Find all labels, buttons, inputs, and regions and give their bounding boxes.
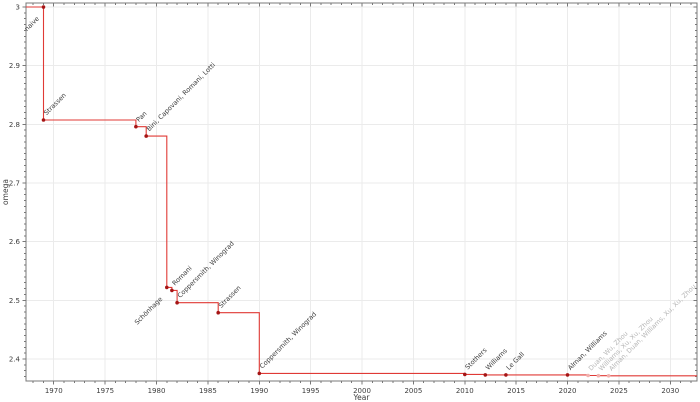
x-tick-label: 1995 xyxy=(302,387,320,395)
x-tick-label: 2030 xyxy=(661,387,679,395)
x-tick-label: 2015 xyxy=(507,387,525,395)
data-point-marker xyxy=(606,374,611,378)
plot-frame xyxy=(25,2,698,382)
data-point-marker xyxy=(134,124,138,129)
data-point-marker xyxy=(504,373,508,377)
x-tick-label: 1990 xyxy=(250,387,268,395)
data-point-marker xyxy=(165,285,169,290)
x-tick-label: 2000 xyxy=(353,387,371,395)
x-tick-label: 1980 xyxy=(148,387,166,395)
x-tick-label: 2010 xyxy=(456,387,474,395)
y-tick-label: 2.6 xyxy=(9,238,21,246)
x-tick-label: 2005 xyxy=(404,387,422,395)
data-point-marker xyxy=(565,373,570,377)
data-point-marker xyxy=(463,372,467,377)
y-tick-label: 2.9 xyxy=(9,62,20,70)
x-tick-label: 1985 xyxy=(199,387,217,395)
data-points xyxy=(41,5,611,378)
data-point-marker xyxy=(170,288,174,293)
y-tick-label: 3 xyxy=(16,3,20,11)
data-point-marker xyxy=(41,5,46,9)
x-axis-title: Year xyxy=(353,393,371,402)
y-tick-label: 2.8 xyxy=(9,121,20,129)
axis-ticks xyxy=(22,3,697,385)
data-point-marker xyxy=(216,310,220,315)
data-point-marker xyxy=(41,118,46,122)
x-tick-label: 2025 xyxy=(610,387,628,395)
data-point-marker xyxy=(586,373,590,378)
data-point-marker xyxy=(257,371,262,376)
data-point-marker xyxy=(596,373,601,378)
x-tick-label: 2020 xyxy=(559,387,577,395)
tick-labels: 1970 1975 1980 1985 1990 1995 2000 2005 2010 2015… xyxy=(9,3,679,395)
x-tick-label: 1970 xyxy=(45,387,63,395)
x-tick-label: 1975 xyxy=(96,387,114,395)
y-tick-label: 2.4 xyxy=(9,355,21,363)
gridlines xyxy=(26,3,697,381)
data-point-marker xyxy=(483,373,488,377)
data-point-marker xyxy=(144,134,148,138)
y-axis-title: omega xyxy=(1,179,10,205)
y-tick-label: 2.7 xyxy=(9,179,20,187)
data-point-marker xyxy=(175,300,179,305)
y-tick-label: 2.5 xyxy=(9,297,20,305)
